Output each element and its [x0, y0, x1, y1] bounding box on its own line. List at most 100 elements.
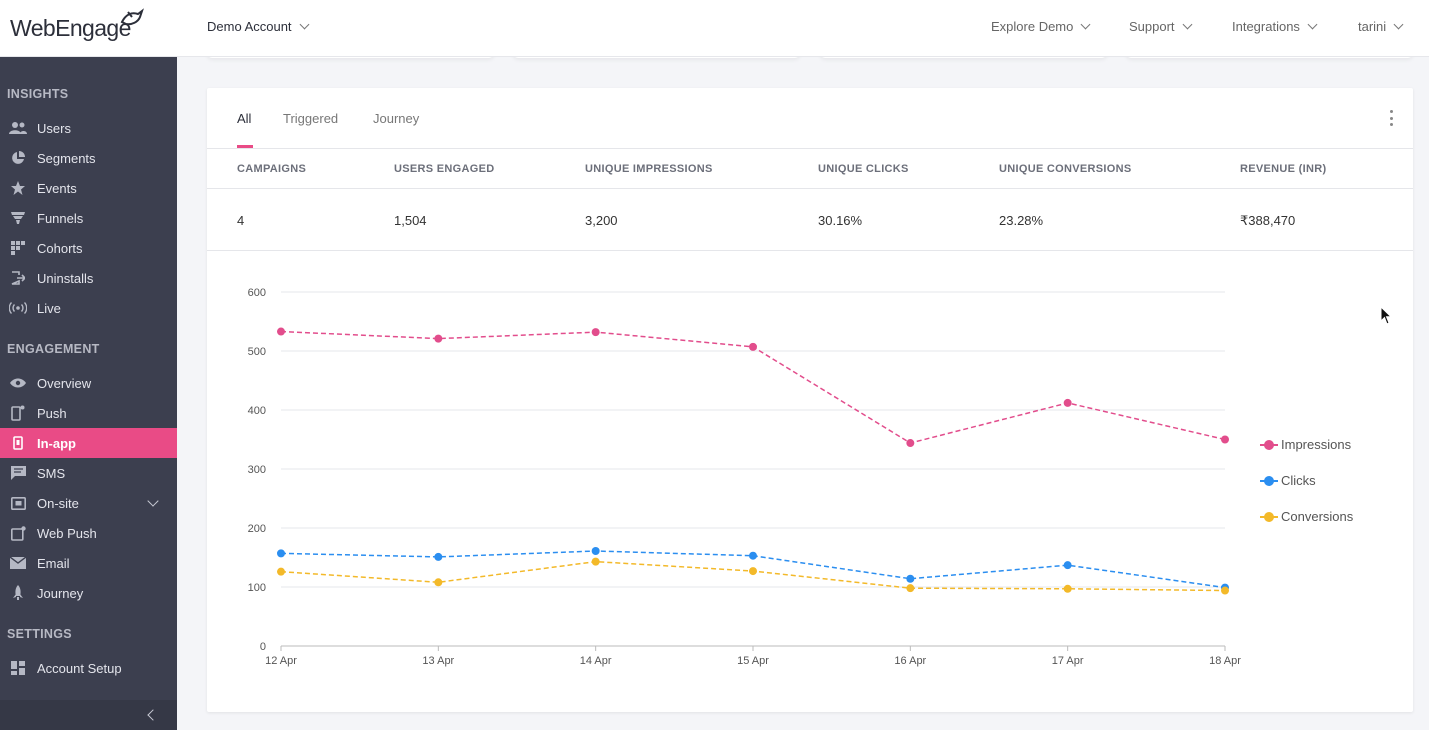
chevron-down-icon: [1182, 19, 1192, 30]
top-header: WebEngage Demo Account Explore Demo Supp…: [0, 0, 1429, 57]
funnel-icon: [8, 210, 28, 226]
bird-icon: [120, 8, 144, 26]
eye-icon: [8, 375, 28, 391]
sidebar-item-journey[interactable]: Journey: [0, 578, 177, 608]
x-tick-label: 16 Apr: [894, 655, 926, 667]
y-tick-label: 500: [248, 346, 266, 358]
sidebar-item-label: Uninstalls: [37, 270, 94, 286]
dashboard-icon: [8, 660, 28, 676]
stats-value-row: 4 1,504 3,200 30.16% 23.28% ₹388,470: [207, 189, 1413, 251]
data-point-impressions: [277, 327, 285, 336]
star-icon: [8, 180, 28, 196]
y-tick-label: 400: [248, 405, 266, 417]
sidebar-item-users[interactable]: Users: [0, 113, 177, 143]
sidebar-item-overview[interactable]: Overview: [0, 368, 177, 398]
series-line-conversions: [280, 560, 1226, 592]
broadcast-icon: [8, 300, 28, 316]
section-heading-settings: SETTINGS: [7, 627, 72, 641]
sidebar-item-label: SMS: [37, 465, 66, 481]
sidebar-item-label: On-site: [37, 495, 79, 511]
stat-header: REVENUE (INR): [1240, 163, 1327, 175]
line-chart: 0 100 200 300 400 500 600 12 Apr 13 Apr 14 Apr 15 …: [248, 287, 1242, 667]
collapse-sidebar-icon[interactable]: [147, 709, 159, 721]
sidebar-item-email[interactable]: Email: [0, 548, 177, 578]
x-tick-label: 14 Apr: [580, 655, 612, 667]
sidebar-footer: [0, 700, 177, 730]
data-point-clicks: [1063, 561, 1072, 570]
data-point-conversions: [1221, 586, 1229, 595]
integrations-menu[interactable]: Integrations: [1232, 19, 1318, 34]
sidebar-item-label: Cohorts: [37, 240, 83, 256]
chevron-down-icon[interactable]: [147, 495, 159, 507]
sidebar-item-segments[interactable]: Segments: [0, 143, 177, 173]
grid-icon: [8, 240, 28, 256]
x-tick-label: 13 Apr: [422, 655, 454, 667]
exit-icon: [8, 270, 28, 286]
webengage-logo[interactable]: WebEngage: [10, 8, 144, 46]
data-point-conversions: [434, 578, 443, 587]
stat-header: UNIQUE CONVERSIONS: [999, 163, 1132, 175]
legend-label: Conversions: [1281, 509, 1354, 524]
users-icon: [8, 120, 28, 136]
sidebar-item-events[interactable]: Events: [0, 173, 177, 203]
integrations-label: Integrations: [1232, 19, 1300, 34]
data-point-conversions: [1063, 584, 1072, 593]
support-menu[interactable]: Support: [1129, 19, 1192, 34]
sms-icon: [8, 465, 28, 481]
more-options-icon[interactable]: [1387, 110, 1395, 126]
logo-text: WebEngage: [10, 14, 131, 41]
stat-header: CAMPAIGNS: [237, 163, 307, 175]
stat-value: 1,504: [394, 213, 427, 228]
sidebar-item-uninstalls[interactable]: Uninstalls: [0, 263, 177, 293]
support-label: Support: [1129, 19, 1175, 34]
tab-journey[interactable]: Journey: [373, 111, 420, 126]
sidebar-item-label: Users: [37, 120, 71, 136]
legend-item-conversions[interactable]: Conversions: [1260, 509, 1354, 524]
sidebar-item-sms[interactable]: SMS: [0, 458, 177, 488]
sidebar-item-label: Push: [37, 405, 67, 421]
account-switcher[interactable]: Demo Account: [207, 19, 309, 34]
chevron-down-icon: [299, 19, 309, 30]
data-point-clicks: [749, 551, 757, 560]
sidebar: INSIGHTS Users Segments Events Funnels C…: [0, 57, 177, 730]
account-label: Demo Account: [207, 19, 292, 34]
user-menu[interactable]: tarini: [1358, 19, 1404, 34]
sidebar-item-live[interactable]: Live: [0, 293, 177, 323]
sidebar-item-cohorts[interactable]: Cohorts: [0, 233, 177, 263]
pie-icon: [8, 150, 28, 166]
tab-triggered[interactable]: Triggered: [283, 111, 339, 126]
stat-value: 23.28%: [999, 213, 1044, 228]
user-label: tarini: [1358, 19, 1387, 34]
sidebar-item-in-app[interactable]: In-app: [0, 428, 177, 458]
mail-icon: [8, 555, 28, 571]
data-point-impressions: [749, 342, 757, 351]
explore-demo-menu[interactable]: Explore Demo: [991, 19, 1091, 34]
webpush-icon: [8, 525, 28, 541]
sidebar-item-funnels[interactable]: Funnels: [0, 203, 177, 233]
active-tab-indicator: [237, 145, 253, 148]
sidebar-item-label: Events: [37, 180, 77, 196]
section-heading-insights: INSIGHTS: [7, 87, 69, 101]
sidebar-item-label: In-app: [37, 435, 76, 451]
sidebar-item-label: Live: [37, 300, 61, 316]
sidebar-item-label: Web Push: [37, 525, 97, 541]
tab-all[interactable]: All: [237, 111, 252, 126]
sidebar-item-account-setup[interactable]: Account Setup: [0, 653, 177, 683]
stats-header-row: CAMPAIGNS USERS ENGAGED UNIQUE IMPRESSIO…: [207, 149, 1413, 189]
data-point-clicks: [591, 547, 600, 556]
data-point-clicks: [434, 552, 443, 561]
x-tick-label: 18 Apr: [1209, 655, 1241, 667]
sidebar-item-web-push[interactable]: Web Push: [0, 518, 177, 548]
data-point-conversions: [749, 567, 757, 576]
legend-item-impressions[interactable]: Impressions: [1260, 437, 1351, 452]
chevron-down-icon: [1307, 19, 1318, 30]
legend-item-clicks[interactable]: Clicks: [1260, 473, 1316, 488]
sidebar-item-label: Email: [37, 555, 70, 571]
data-point-impressions: [1221, 435, 1229, 444]
sidebar-item-on-site[interactable]: On-site: [0, 488, 177, 518]
y-tick-label: 100: [248, 582, 266, 594]
legend-marker: [1260, 511, 1278, 522]
sidebar-item-push[interactable]: Push: [0, 398, 177, 428]
legend-label: Clicks: [1281, 473, 1316, 488]
stat-header: UNIQUE CLICKS: [818, 163, 909, 175]
